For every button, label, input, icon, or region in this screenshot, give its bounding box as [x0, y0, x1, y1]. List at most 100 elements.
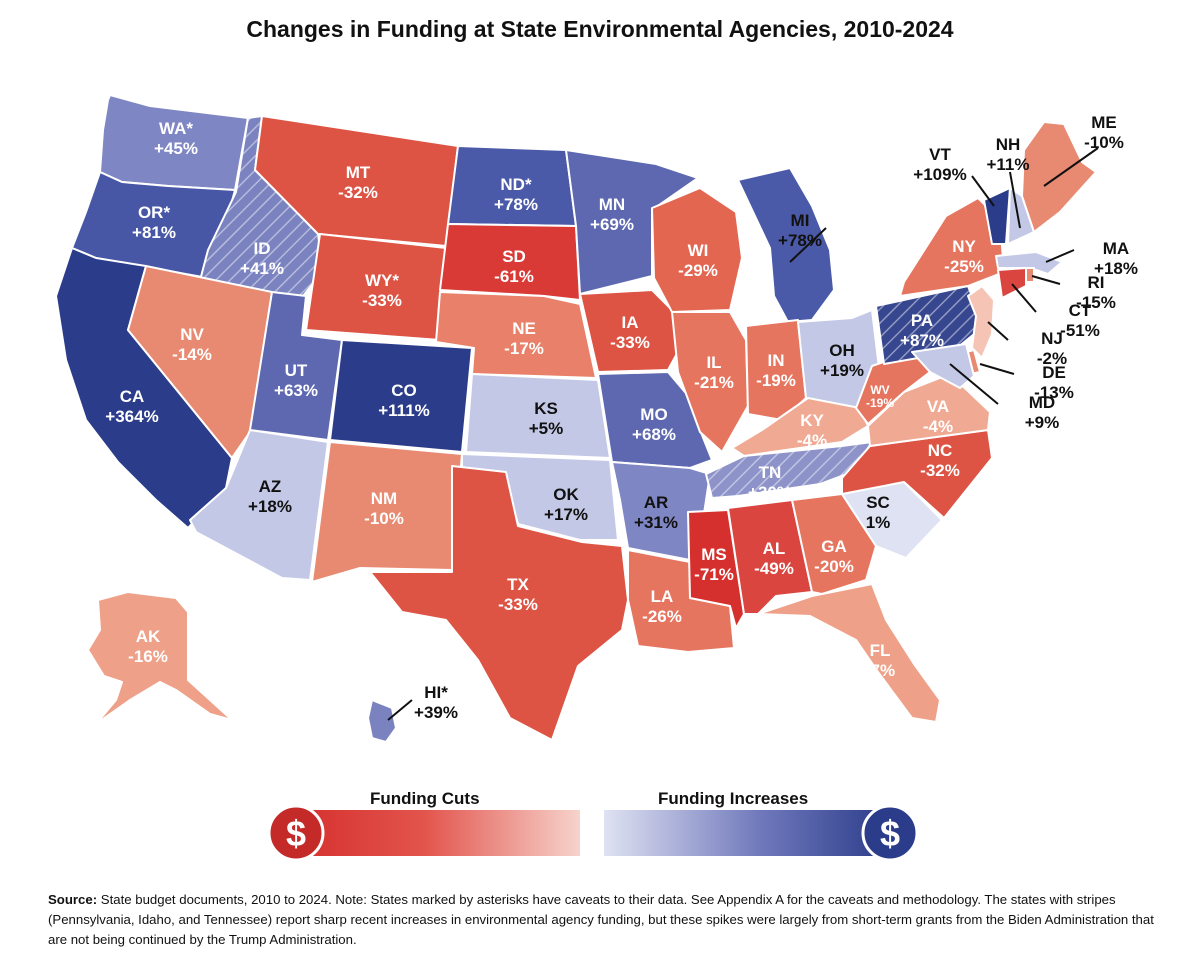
- state-name-ri: RI: [1088, 273, 1105, 292]
- state-value-co: +111%: [378, 401, 430, 420]
- state-value-in: -19%: [756, 371, 796, 390]
- state-value-ia: -33%: [610, 333, 650, 352]
- stripes-id: [198, 116, 322, 300]
- state-name-wy: WY*: [365, 271, 399, 290]
- legend-cuts-label: Funding Cuts: [370, 789, 480, 808]
- leader-line-nj: [987, 321, 1009, 341]
- state-value-mo: +68%: [632, 425, 676, 444]
- cuts-dollar-icon: $: [267, 804, 325, 862]
- state-name-tx: TX: [507, 575, 529, 594]
- state-name-ar: AR: [644, 493, 669, 512]
- state-value-ok: +17%: [544, 505, 588, 524]
- state-nj: [967, 285, 995, 359]
- state-name-az: AZ: [259, 477, 282, 496]
- state-value-wv: -19%: [866, 396, 894, 410]
- state-name-id: ID: [254, 239, 271, 258]
- state-value-de: -13%: [1034, 383, 1074, 402]
- state-name-wa: WA*: [159, 119, 193, 138]
- state-name-mi: MI: [791, 211, 810, 230]
- state-name-sd: SD: [502, 247, 526, 266]
- state-value-mi: +78%: [778, 231, 822, 250]
- state-ks: [465, 373, 611, 459]
- state-hi: [367, 699, 397, 743]
- state-name-vt: VT: [929, 145, 951, 164]
- state-value-il: -21%: [694, 373, 734, 392]
- state-value-va: -4%: [923, 417, 953, 436]
- state-name-la: LA: [651, 587, 674, 606]
- state-value-nj: -2%: [1037, 349, 1067, 368]
- state-name-co: CO: [391, 381, 417, 400]
- state-name-ok: OK: [553, 485, 579, 504]
- state-name-wv: WV: [870, 383, 889, 397]
- svg-text:$: $: [286, 813, 306, 854]
- state-value-tn: +30%: [748, 483, 792, 502]
- source-note: Source: State budget documents, 2010 to …: [48, 890, 1158, 950]
- state-value-id: +41%: [240, 259, 284, 278]
- state-tx: [369, 465, 629, 741]
- state-name-tn: TN: [759, 463, 782, 482]
- state-value-nc: -32%: [920, 461, 960, 480]
- leader-line-me: [1043, 147, 1099, 187]
- state-name-nh: NH: [996, 135, 1021, 154]
- legend-increases-label: Funding Increases: [658, 789, 809, 808]
- state-value-ca: +364%: [105, 407, 158, 426]
- state-name-ct: CT: [1069, 301, 1092, 320]
- leader-line-hi: [387, 699, 413, 721]
- state-value-ny: -25%: [944, 257, 984, 276]
- increases-gradient-bar: [604, 810, 890, 856]
- state-name-nj: NJ: [1041, 329, 1063, 348]
- state-value-or: +81%: [132, 223, 176, 242]
- state-nv: [127, 265, 273, 459]
- state-value-fl: -7%: [865, 661, 895, 680]
- state-me: [1021, 121, 1097, 233]
- state-value-ms: -71%: [694, 565, 734, 584]
- state-value-me: -10%: [1084, 133, 1124, 152]
- state-name-me: ME: [1091, 113, 1117, 132]
- state-name-ny: NY: [952, 237, 976, 256]
- map-title: Changes in Funding at State Environmenta…: [246, 16, 954, 42]
- state-value-ut: +63%: [274, 381, 318, 400]
- state-nm: [311, 441, 463, 583]
- state-value-al: -49%: [754, 559, 794, 578]
- state-ak: [87, 591, 233, 725]
- state-name-va: VA: [927, 397, 949, 416]
- state-name-ca: CA: [120, 387, 145, 406]
- state-name-in: IN: [768, 351, 785, 370]
- state-value-ma: +18%: [1094, 259, 1138, 278]
- state-ma: [995, 251, 1063, 275]
- state-mi: [737, 167, 835, 323]
- state-name-ky: KY: [800, 411, 824, 430]
- state-name-mn: MN: [599, 195, 625, 214]
- state-value-sc: 1%: [866, 513, 891, 532]
- state-name-nd: ND*: [500, 175, 532, 194]
- state-value-tx: -33%: [498, 595, 538, 614]
- state-name-de: DE: [1042, 363, 1066, 382]
- state-name-ma: MA: [1103, 239, 1129, 258]
- state-value-ak: -16%: [128, 647, 168, 666]
- state-value-nv: -14%: [172, 345, 212, 364]
- state-value-oh: +19%: [820, 361, 864, 380]
- state-value-nd: +78%: [494, 195, 538, 214]
- state-fl: [757, 583, 941, 723]
- state-value-la: -26%: [642, 607, 682, 626]
- leader-line-ri: [1031, 275, 1061, 285]
- state-name-mo: MO: [640, 405, 667, 424]
- leader-line-md: [949, 363, 999, 405]
- increases-dollar-icon: $: [861, 804, 919, 862]
- state-value-wa: +45%: [154, 139, 198, 158]
- state-il: [671, 311, 749, 453]
- state-name-nc: NC: [928, 441, 953, 460]
- state-name-ak: AK: [136, 627, 161, 646]
- state-value-mn: +69%: [590, 215, 634, 234]
- state-ny: [899, 197, 1005, 297]
- state-value-vt: +109%: [913, 165, 966, 184]
- state-value-wi: -29%: [678, 261, 718, 280]
- state-name-ia: IA: [622, 313, 639, 332]
- state-value-ky: -4%: [797, 431, 827, 450]
- state-co: [329, 339, 473, 453]
- state-name-pa: PA: [911, 311, 933, 330]
- state-name-ms: MS: [701, 545, 727, 564]
- state-name-oh: OH: [829, 341, 855, 360]
- state-value-ar: +31%: [634, 513, 678, 532]
